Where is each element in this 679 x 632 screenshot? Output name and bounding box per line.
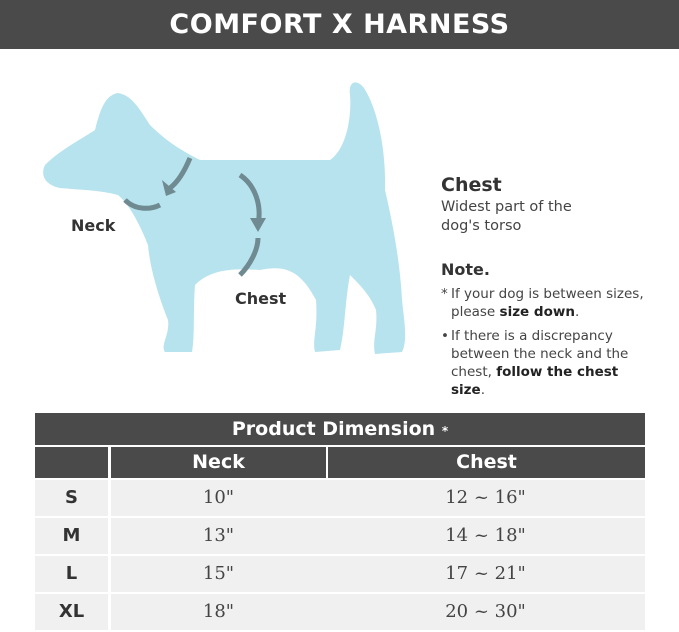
note-heading: Note. bbox=[441, 260, 490, 279]
dog-diagram bbox=[43, 82, 406, 355]
chest-label: Chest bbox=[235, 289, 287, 308]
header-neck: Neck bbox=[111, 447, 326, 478]
info-panel: Chest Widest part of the dog's torso Not… bbox=[441, 174, 671, 399]
neck-label: Neck bbox=[71, 216, 116, 235]
neck-arrow-icon bbox=[123, 157, 193, 211]
dog-silhouette bbox=[43, 82, 406, 355]
table-row: M 13" 14 ~ 18" bbox=[35, 518, 645, 554]
chest-description: Widest part of the dog's torso bbox=[441, 199, 572, 234]
table-row: S 10" 12 ~ 16" bbox=[35, 480, 645, 516]
note-item: • If there is a discrepancy between the n… bbox=[441, 328, 629, 398]
title-banner: COMFORT X HARNESS bbox=[0, 0, 679, 49]
table-row: L 15" 17 ~ 21" bbox=[35, 556, 645, 592]
header-chest: Chest bbox=[328, 447, 645, 478]
chest-heading: Chest bbox=[441, 174, 502, 196]
note-item: * If your dog is between sizes, please si… bbox=[441, 286, 644, 320]
size-table: Product Dimension * Neck Chest S 10" 12 ~ … bbox=[35, 413, 645, 632]
table-header: Neck Chest bbox=[35, 447, 645, 478]
table-title: Product Dimension * bbox=[35, 413, 645, 445]
table-row: XL 18" 20 ~ 30" bbox=[35, 594, 645, 630]
